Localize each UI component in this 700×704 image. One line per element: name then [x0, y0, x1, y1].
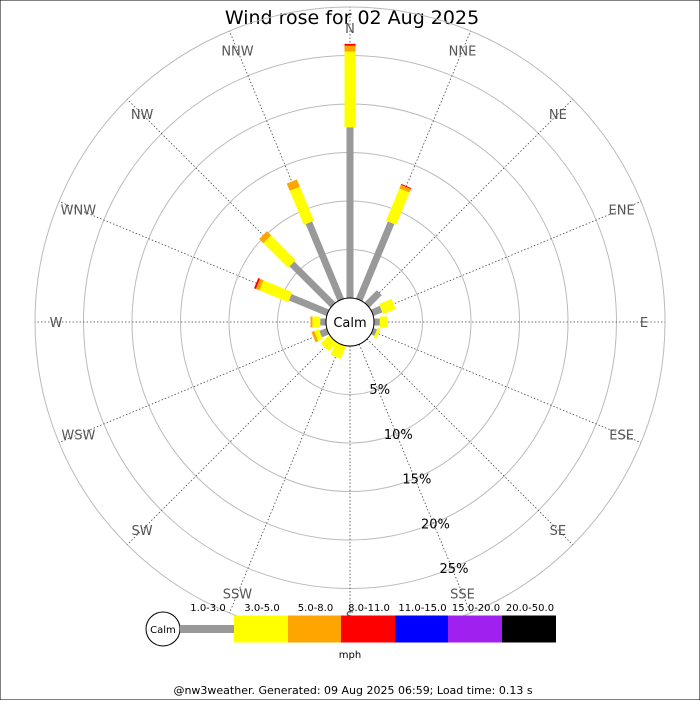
direction-label-se: SE: [550, 524, 566, 539]
bar-wsw-1: [316, 334, 320, 336]
direction-label-ne: NE: [549, 108, 567, 123]
legend-swatch-4: [395, 616, 448, 643]
legend-label-5: 15.0-20.0: [452, 603, 500, 614]
direction-label-nne: NNE: [449, 44, 477, 59]
legend-swatch-2: [288, 616, 341, 643]
direction-label-sw: SW: [132, 524, 153, 539]
ring-label-10: 10%: [384, 428, 413, 443]
legend-label-4: 11.0-15.0: [398, 603, 446, 614]
direction-label-nw: NW: [131, 108, 154, 123]
direction-label-sse: SSE: [450, 588, 475, 603]
direction-label-w: W: [50, 316, 63, 331]
bar-sw-1: [325, 339, 333, 347]
bar-nne-2: [404, 187, 405, 191]
direction-label-wsw: WSW: [61, 429, 95, 444]
legend-label-2: 5.0-8.0: [298, 603, 333, 614]
legend-swatch-1: [234, 616, 288, 643]
ring-label-25: 25%: [440, 562, 469, 577]
ring-label-5: 5%: [369, 383, 390, 398]
legend-calm-label: Calm: [150, 625, 176, 636]
legend-label-1: 3.0-5.0: [244, 603, 279, 614]
legend-swatch-6: [502, 616, 556, 643]
direction-label-n: N: [345, 22, 355, 37]
bar-ene-0: [372, 309, 381, 313]
legend-unit: mph: [339, 650, 361, 661]
bar-wsw-2: [313, 336, 316, 337]
bar-ese-0: [372, 331, 376, 332]
direction-label-ssw: SSW: [223, 588, 253, 603]
footer-text: @nw3weather. Generated: 09 Aug 2025 06:5…: [173, 684, 532, 697]
direction-label-ene: ENE: [609, 203, 635, 218]
direction-label-ese: ESE: [609, 429, 634, 444]
direction-label-e: E: [640, 316, 648, 331]
bar-ese-1: [376, 333, 379, 334]
legend-swatch-3: [341, 616, 395, 643]
calm-label: Calm: [333, 316, 366, 331]
bar-nw-2: [263, 235, 267, 239]
ring-label-15: 15%: [402, 473, 431, 488]
direction-label-nnw: NNW: [221, 44, 253, 59]
bar-wsw-0: [321, 331, 328, 334]
legend-label-0: 1.0-3.0: [190, 603, 225, 614]
bar-ene-1: [381, 304, 394, 309]
legend-swatch-5: [448, 616, 502, 643]
bar-wnw-2: [258, 284, 262, 285]
bar-nnw-2: [292, 182, 295, 189]
legend-label-3: 8.0-11.0: [348, 603, 390, 614]
direction-label-wnw: WNW: [61, 203, 97, 218]
ring-label-20: 20%: [421, 517, 450, 532]
bar-ssw-1: [336, 344, 341, 357]
legend-label-6: 20.0-50.0: [506, 603, 554, 614]
legend-swatch-0: [180, 625, 234, 633]
bar-wnw-3: [256, 283, 258, 284]
